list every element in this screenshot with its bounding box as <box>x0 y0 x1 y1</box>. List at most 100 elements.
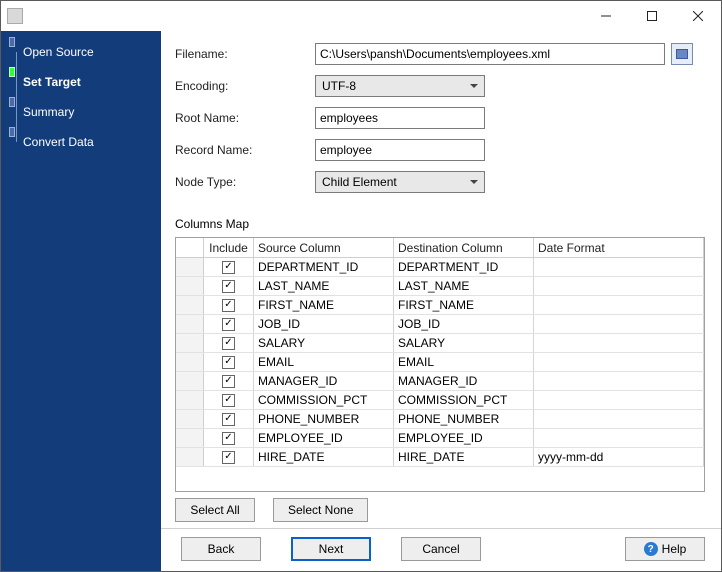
include-checkbox[interactable]: ✓ <box>222 299 235 312</box>
next-button[interactable]: Next <box>291 537 371 561</box>
cell-include[interactable]: ✓ <box>204 391 254 409</box>
row-handle[interactable] <box>176 334 204 352</box>
row-handle[interactable] <box>176 277 204 295</box>
minimize-button[interactable] <box>583 1 629 31</box>
table-row[interactable]: ✓ PHONE_NUMBERPHONE_NUMBER <box>176 410 704 429</box>
cell-format[interactable] <box>534 410 704 428</box>
select-none-button[interactable]: Select None <box>273 498 368 522</box>
cell-format[interactable] <box>534 391 704 409</box>
col-header-include[interactable]: Include <box>204 238 254 257</box>
cell-source[interactable]: MANAGER_ID <box>254 372 394 390</box>
filename-input[interactable] <box>315 43 665 65</box>
cancel-button[interactable]: Cancel <box>401 537 481 561</box>
maximize-button[interactable] <box>629 1 675 31</box>
cell-format[interactable] <box>534 372 704 390</box>
cell-include[interactable]: ✓ <box>204 410 254 428</box>
include-checkbox[interactable]: ✓ <box>222 356 235 369</box>
table-row[interactable]: ✓ COMMISSION_PCTCOMMISSION_PCT <box>176 391 704 410</box>
cell-include[interactable]: ✓ <box>204 372 254 390</box>
browse-button[interactable] <box>671 43 693 65</box>
cell-dest[interactable]: COMMISSION_PCT <box>394 391 534 409</box>
row-handle[interactable] <box>176 372 204 390</box>
include-checkbox[interactable]: ✓ <box>222 394 235 407</box>
cell-source[interactable]: PHONE_NUMBER <box>254 410 394 428</box>
cell-source[interactable]: EMPLOYEE_ID <box>254 429 394 447</box>
table-row[interactable]: ✓HIRE_DATEHIRE_DATEyyyy-mm-dd <box>176 448 704 467</box>
cell-dest[interactable]: EMAIL <box>394 353 534 371</box>
back-button[interactable]: Back <box>181 537 261 561</box>
cell-format[interactable] <box>534 277 704 295</box>
cell-dest[interactable]: MANAGER_ID <box>394 372 534 390</box>
select-all-button[interactable]: Select All <box>175 498 255 522</box>
row-handle[interactable] <box>176 429 204 447</box>
cell-format[interactable] <box>534 258 704 276</box>
col-header-source[interactable]: Source Column <box>254 238 394 257</box>
cell-format[interactable] <box>534 353 704 371</box>
cell-source[interactable]: SALARY <box>254 334 394 352</box>
col-header-dest[interactable]: Destination Column <box>394 238 534 257</box>
sidebar-step-1[interactable]: Set Target <box>1 67 161 97</box>
cell-dest[interactable]: SALARY <box>394 334 534 352</box>
cell-source[interactable]: COMMISSION_PCT <box>254 391 394 409</box>
cell-include[interactable]: ✓ <box>204 315 254 333</box>
row-handle[interactable] <box>176 258 204 276</box>
cell-dest[interactable]: DEPARTMENT_ID <box>394 258 534 276</box>
node-type-select[interactable]: Child Element <box>315 171 485 193</box>
close-button[interactable] <box>675 1 721 31</box>
table-row[interactable]: ✓ EMPLOYEE_IDEMPLOYEE_ID <box>176 429 704 448</box>
cell-include[interactable]: ✓ <box>204 353 254 371</box>
row-handle[interactable] <box>176 296 204 314</box>
cell-source[interactable]: FIRST_NAME <box>254 296 394 314</box>
cell-include[interactable]: ✓ <box>204 448 254 466</box>
cell-dest[interactable]: PHONE_NUMBER <box>394 410 534 428</box>
cell-format[interactable] <box>534 429 704 447</box>
include-checkbox[interactable]: ✓ <box>222 432 235 445</box>
table-row[interactable]: ✓ EMAILEMAIL <box>176 353 704 372</box>
cell-source[interactable]: EMAIL <box>254 353 394 371</box>
root-input[interactable] <box>315 107 485 129</box>
include-checkbox[interactable]: ✓ <box>222 261 235 274</box>
cell-source[interactable]: LAST_NAME <box>254 277 394 295</box>
col-header-format[interactable]: Date Format <box>534 238 704 257</box>
row-handle[interactable] <box>176 315 204 333</box>
cell-format[interactable]: yyyy-mm-dd <box>534 448 704 466</box>
help-button[interactable]: ? Help <box>625 537 705 561</box>
cell-format[interactable] <box>534 296 704 314</box>
table-row[interactable]: ✓ MANAGER_IDMANAGER_ID <box>176 372 704 391</box>
cell-include[interactable]: ✓ <box>204 277 254 295</box>
cell-source[interactable]: DEPARTMENT_ID <box>254 258 394 276</box>
encoding-select[interactable]: UTF-8 <box>315 75 485 97</box>
cell-include[interactable]: ✓ <box>204 296 254 314</box>
cell-format[interactable] <box>534 315 704 333</box>
row-handle[interactable] <box>176 448 204 466</box>
cell-source[interactable]: JOB_ID <box>254 315 394 333</box>
include-checkbox[interactable]: ✓ <box>222 318 235 331</box>
table-row[interactable]: ✓ JOB_IDJOB_ID <box>176 315 704 334</box>
cell-include[interactable]: ✓ <box>204 429 254 447</box>
include-checkbox[interactable]: ✓ <box>222 375 235 388</box>
table-row[interactable]: ✓ LAST_NAMELAST_NAME <box>176 277 704 296</box>
include-checkbox[interactable]: ✓ <box>222 280 235 293</box>
cell-dest[interactable]: EMPLOYEE_ID <box>394 429 534 447</box>
cell-format[interactable] <box>534 334 704 352</box>
row-handle[interactable] <box>176 353 204 371</box>
include-checkbox[interactable]: ✓ <box>222 337 235 350</box>
table-row[interactable]: ✓ SALARYSALARY <box>176 334 704 353</box>
cell-dest[interactable]: LAST_NAME <box>394 277 534 295</box>
cell-dest[interactable]: FIRST_NAME <box>394 296 534 314</box>
record-input[interactable] <box>315 139 485 161</box>
cell-include[interactable]: ✓ <box>204 334 254 352</box>
table-row[interactable]: ✓ FIRST_NAMEFIRST_NAME <box>176 296 704 315</box>
row-handle[interactable] <box>176 391 204 409</box>
row-handle[interactable] <box>176 410 204 428</box>
sidebar-step-0[interactable]: Open Source <box>1 37 161 67</box>
cell-source[interactable]: HIRE_DATE <box>254 448 394 466</box>
sidebar-step-2[interactable]: Summary <box>1 97 161 127</box>
cell-include[interactable]: ✓ <box>204 258 254 276</box>
table-row[interactable]: ✓ DEPARTMENT_IDDEPARTMENT_ID <box>176 258 704 277</box>
cell-dest[interactable]: JOB_ID <box>394 315 534 333</box>
cell-dest[interactable]: HIRE_DATE <box>394 448 534 466</box>
sidebar-step-3[interactable]: Convert Data <box>1 127 161 157</box>
include-checkbox[interactable]: ✓ <box>222 451 235 464</box>
include-checkbox[interactable]: ✓ <box>222 413 235 426</box>
